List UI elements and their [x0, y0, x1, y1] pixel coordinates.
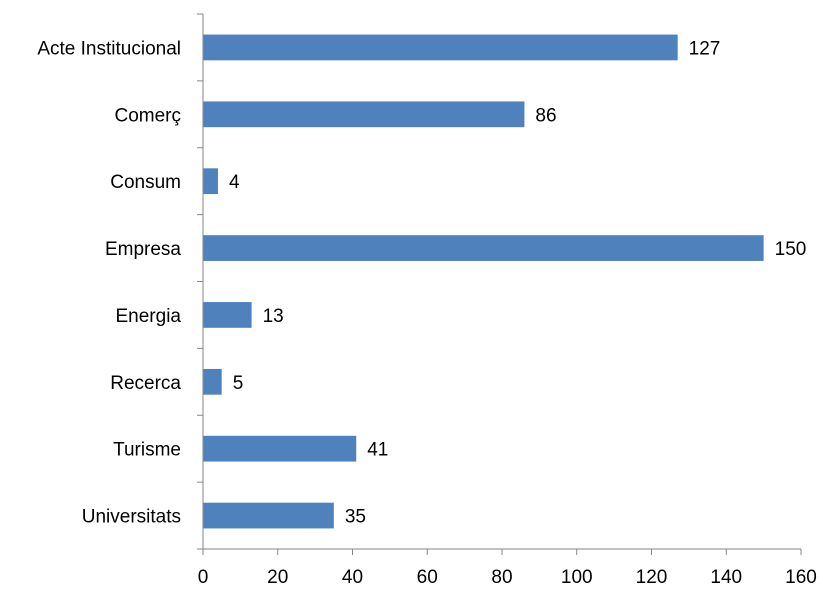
x-tick-label: 100: [561, 567, 593, 588]
bar: [203, 502, 334, 529]
axes-group: [197, 13, 802, 555]
bar: [203, 235, 764, 261]
category-label: Comerç: [114, 105, 181, 126]
category-label: Acte Institucional: [37, 38, 181, 59]
bar: [203, 101, 525, 128]
data-label: 4: [229, 172, 240, 193]
data-labels-group: 127 86 4 150 13 5 41 35: [229, 38, 806, 527]
category-label: Consum: [110, 172, 181, 193]
bar: [203, 435, 357, 462]
x-tick-labels-group: 0 20 40 60 80 100 120 140 160: [198, 567, 817, 588]
data-label: 150: [775, 239, 807, 260]
category-label: Recerca: [110, 373, 181, 394]
bar: [203, 368, 222, 395]
bars-group: [203, 34, 764, 529]
data-label: 13: [263, 306, 284, 327]
x-tick-label: 120: [636, 567, 668, 588]
category-label: Universitats: [82, 507, 181, 528]
x-tick-label: 0: [198, 567, 209, 588]
category-label: Energia: [116, 306, 182, 327]
data-label: 5: [233, 373, 244, 394]
x-tick-label: 20: [267, 567, 288, 588]
bar: [203, 302, 252, 328]
x-tick-label: 160: [785, 567, 817, 588]
x-tick-label: 40: [342, 567, 363, 588]
data-label: 35: [345, 507, 366, 528]
data-label: 41: [367, 440, 388, 461]
category-label: Turisme: [113, 440, 181, 461]
bar: [203, 168, 218, 195]
x-tick-label: 60: [417, 567, 438, 588]
bar: [203, 34, 678, 61]
data-label: 127: [689, 38, 721, 59]
category-label: Empresa: [105, 239, 181, 260]
x-tick-label: 140: [710, 567, 742, 588]
x-tick-label: 80: [491, 567, 512, 588]
category-labels-group: Acte Institucional Comerç Consum Empresa Ene…: [37, 38, 181, 527]
data-label: 86: [535, 105, 556, 126]
